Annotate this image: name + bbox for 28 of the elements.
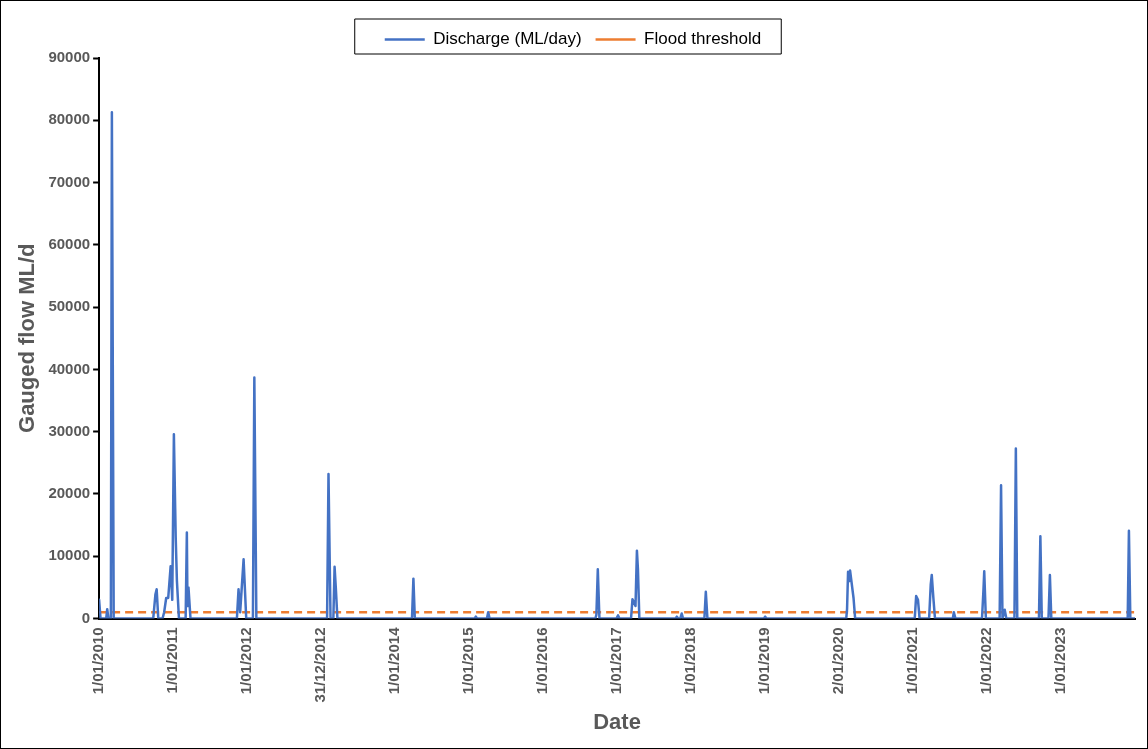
x-tick-label: 1/01/2017	[607, 627, 625, 695]
y-tick-label: 60000	[48, 234, 91, 252]
x-tick-label: 1/01/2015	[459, 627, 477, 695]
legend-label: Discharge (ML/day)	[433, 29, 582, 49]
x-tick-label: 2/01/2020	[829, 627, 847, 695]
x-tick-label: 1/01/2018	[681, 627, 699, 695]
y-tick-label: 90000	[48, 48, 91, 66]
x-tick-label: 1/01/2016	[533, 627, 551, 695]
legend-label: Flood threshold	[644, 29, 762, 49]
y-tick-label: 80000	[48, 110, 91, 128]
x-tick-label: 31/12/2012	[311, 627, 329, 703]
x-axis-title: Date	[593, 708, 641, 734]
y-tick-label: 20000	[48, 484, 91, 502]
y-tick-label: 70000	[48, 172, 91, 190]
y-tick-label: 0	[81, 608, 91, 626]
y-tick-label: 50000	[48, 297, 91, 315]
x-tick-label: 1/01/2022	[977, 627, 995, 695]
x-tick-label: 1/01/2010	[89, 627, 107, 695]
x-tick-label: 1/01/2021	[903, 627, 921, 695]
y-tick-label: 30000	[48, 421, 91, 439]
y-tick-label: 40000	[48, 359, 91, 377]
x-tick-label: 1/01/2023	[1051, 627, 1069, 695]
y-axis-title: Gauged flow ML/d	[14, 243, 40, 433]
y-tick-label: 10000	[48, 546, 91, 564]
x-tick-label: 1/01/2011	[163, 627, 181, 694]
x-tick-label: 1/01/2012	[237, 627, 255, 695]
x-tick-label: 1/01/2019	[755, 627, 773, 695]
x-tick-label: 1/01/2014	[385, 626, 403, 695]
